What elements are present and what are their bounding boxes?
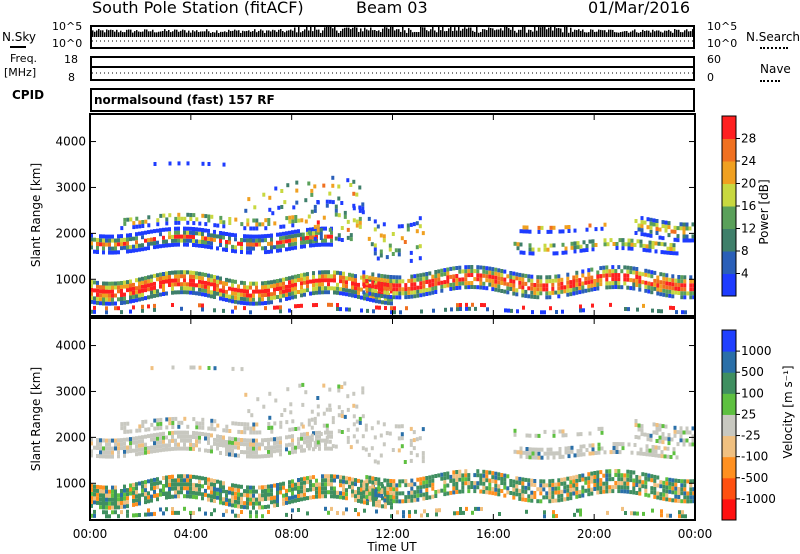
x-tick-label: 00:00 bbox=[678, 527, 713, 541]
nsky-trace bbox=[92, 27, 693, 42]
nsearch-legend-dots bbox=[760, 47, 788, 49]
beam-label: Beam 03 bbox=[356, 0, 428, 17]
nsearch-tick-bottom: 10^0 bbox=[707, 37, 738, 50]
colorbar-segment bbox=[722, 498, 736, 521]
nave-tick-bottom: 0 bbox=[707, 71, 714, 84]
colorbar-tick-label: 100 bbox=[741, 386, 764, 400]
y-tick-label: 4000 bbox=[55, 339, 86, 353]
nave-legend-dots bbox=[760, 80, 780, 82]
nave-label: Nave bbox=[760, 62, 791, 76]
y-tick-label: 2000 bbox=[55, 430, 86, 444]
x-tick-label: 04:00 bbox=[174, 527, 209, 541]
power-colorbar-label: Power [dB] bbox=[757, 179, 771, 244]
nave-tick-top: 60 bbox=[707, 53, 721, 66]
colorbar-tick-label: -1000 bbox=[741, 492, 776, 506]
colorbar-segment bbox=[722, 228, 736, 252]
cpid-panel: normalsound (fast) 157 RF bbox=[90, 88, 695, 112]
x-tick-label: 08:00 bbox=[274, 527, 309, 541]
cpid-text: normalsound (fast) 157 RF bbox=[94, 93, 275, 107]
nsearch-label: N.Search bbox=[746, 30, 800, 44]
colorbar-tick-label: 1000 bbox=[741, 344, 772, 358]
colorbar-segment bbox=[722, 116, 736, 139]
colorbar-tick-label: 24 bbox=[741, 154, 756, 168]
freq-unit-label: [MHz] bbox=[4, 66, 37, 79]
colorbar-tick-label: 12 bbox=[741, 222, 756, 236]
colorbar-tick-label: -100 bbox=[741, 450, 768, 464]
colorbar-segment bbox=[722, 372, 736, 394]
freq-panel bbox=[90, 56, 695, 81]
colorbar-tick-label: -500 bbox=[741, 471, 768, 485]
freq-tick-top: 18 bbox=[64, 53, 78, 66]
y-tick-label: 3000 bbox=[55, 180, 86, 194]
colorbar-tick-label: 25 bbox=[741, 407, 756, 421]
freq-tick-bottom: 8 bbox=[68, 71, 75, 84]
colorbar-segment bbox=[722, 161, 736, 184]
y-tick-label: 2000 bbox=[55, 226, 86, 240]
colorbar-tick-label: 8 bbox=[741, 244, 749, 258]
colorbar-segment bbox=[722, 435, 736, 458]
nsky-label: N.Sky bbox=[2, 30, 37, 44]
freq-label: Freq. bbox=[10, 52, 38, 65]
power-y-axis-label: Slant Range [km] bbox=[29, 163, 43, 267]
colorbar-segment bbox=[722, 138, 736, 162]
x-axis-label: Time UT bbox=[366, 540, 417, 554]
nsky-legend-line bbox=[10, 46, 26, 48]
colorbar-segment bbox=[722, 477, 736, 500]
colorbar-tick-label: -25 bbox=[741, 429, 761, 443]
y-tick-label: 3000 bbox=[55, 384, 86, 398]
velocity-y-axis-label: Slant Range [km] bbox=[29, 367, 43, 471]
nsky-panel bbox=[90, 25, 695, 49]
x-tick-label: 20:00 bbox=[577, 527, 612, 541]
y-tick-label: 4000 bbox=[55, 135, 86, 149]
velocity-colorbar-label: Velocity [m s⁻¹] bbox=[781, 365, 795, 458]
colorbar-tick-label: 20 bbox=[741, 177, 756, 191]
station-title: South Pole Station (fitACF) bbox=[92, 0, 304, 17]
y-tick-label: 1000 bbox=[55, 476, 86, 490]
x-tick-label: 12:00 bbox=[375, 527, 410, 541]
colorbar-segment bbox=[722, 456, 736, 479]
colorbar-tick-label: 500 bbox=[741, 365, 764, 379]
x-tick-label: 16:00 bbox=[476, 527, 511, 541]
y-tick-label: 1000 bbox=[55, 272, 86, 286]
colorbar-segment bbox=[722, 414, 736, 437]
x-tick-label: 00:00 bbox=[73, 527, 108, 541]
colorbar-tick-label: 4 bbox=[741, 267, 749, 281]
colorbar-segment bbox=[722, 351, 736, 373]
freq-trace bbox=[92, 66, 693, 74]
colorbar-segment bbox=[722, 330, 736, 352]
colorbar-segment bbox=[722, 251, 736, 274]
colorbar-segment bbox=[722, 273, 736, 297]
date-label: 01/Mar/2016 bbox=[588, 0, 691, 17]
nsky-tick-bottom: 10^0 bbox=[52, 37, 83, 50]
colorbar-tick-label: 28 bbox=[741, 132, 756, 146]
nsearch-tick-top: 10^5 bbox=[707, 20, 738, 33]
colorbar-segment bbox=[722, 206, 736, 229]
colorbar-segment bbox=[722, 183, 736, 207]
colorbar-tick-label: 16 bbox=[741, 199, 756, 213]
colorbar-segment bbox=[722, 393, 736, 415]
cpid-label: CPID bbox=[12, 88, 45, 102]
nsky-tick-top: 10^5 bbox=[52, 20, 83, 33]
